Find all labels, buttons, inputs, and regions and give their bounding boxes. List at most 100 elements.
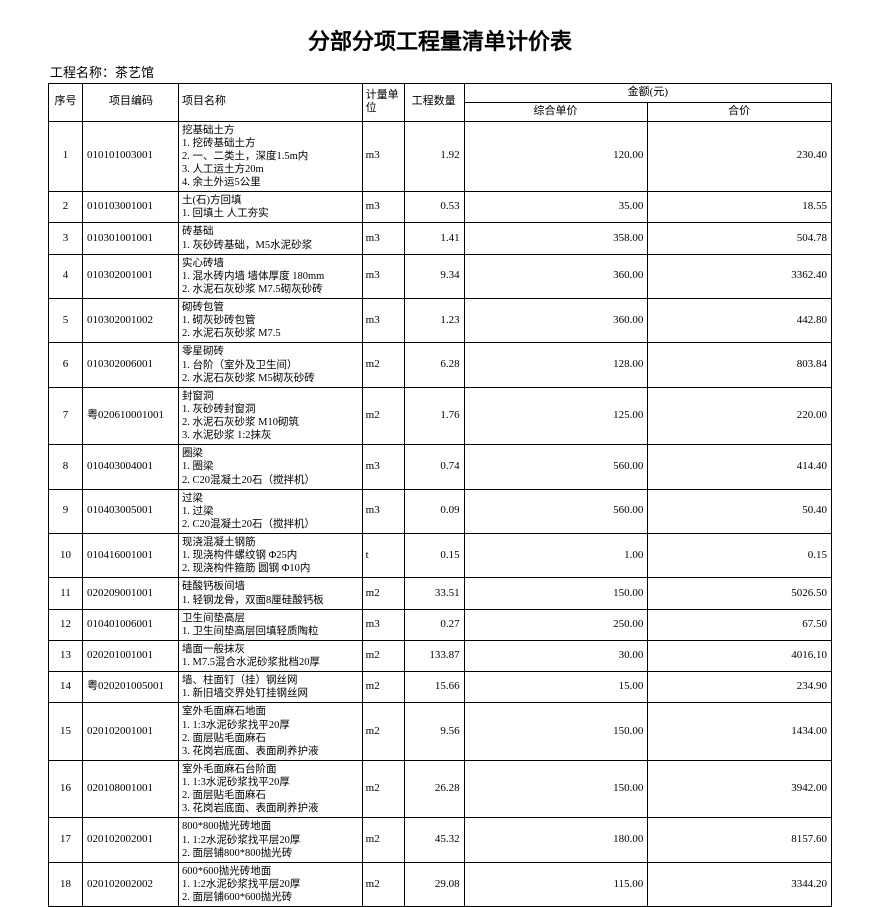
- cell-unit: m2: [362, 387, 404, 445]
- cell-seq: 13: [49, 640, 83, 671]
- table-header: 序号 项目编码 项目名称 计量单位 工程数量 金额(元) 综合单价 合价: [49, 84, 832, 122]
- cell-name: 墙、柱面钉（挂）钢丝网 1. 新旧墙交界处钉挂钢丝网: [179, 672, 363, 703]
- cell-amt: 1434.00: [648, 703, 832, 761]
- cell-name: 过梁 1. 过梁 2. C20混凝土20石（搅拌机）: [179, 489, 363, 533]
- cell-code: 010101003001: [83, 121, 179, 192]
- cell-seq: 1: [49, 121, 83, 192]
- cell-code: 020209001001: [83, 578, 179, 609]
- cell-name: 实心砖墙 1. 混水砖内墙 墙体厚度 180mm 2. 水泥石灰砂浆 M7.5砌…: [179, 254, 363, 298]
- cell-unit: m3: [362, 223, 404, 254]
- cell-price: 358.00: [464, 223, 648, 254]
- cell-qty: 0.74: [404, 445, 464, 489]
- cell-price: 15.00: [464, 672, 648, 703]
- page-title: 分部分项工程量清单计价表: [48, 24, 832, 56]
- cell-unit: m2: [362, 760, 404, 818]
- cell-price: 35.00: [464, 192, 648, 223]
- cell-amt: 220.00: [648, 387, 832, 445]
- cell-unit: m3: [362, 121, 404, 192]
- cell-price: 150.00: [464, 703, 648, 761]
- cell-seq: 16: [49, 760, 83, 818]
- cell-price: 150.00: [464, 760, 648, 818]
- cell-unit: m3: [362, 445, 404, 489]
- cell-qty: 26.28: [404, 760, 464, 818]
- cell-qty: 0.27: [404, 609, 464, 640]
- cell-price: 250.00: [464, 609, 648, 640]
- th-name: 项目名称: [179, 84, 363, 122]
- cell-unit: m2: [362, 343, 404, 387]
- cell-code: 010401006001: [83, 609, 179, 640]
- cell-qty: 29.08: [404, 862, 464, 906]
- cell-code: 010302001001: [83, 254, 179, 298]
- cell-amt: 5026.50: [648, 578, 832, 609]
- cell-amt: 50.40: [648, 489, 832, 533]
- cell-amt: 230.40: [648, 121, 832, 192]
- cell-seq: 9: [49, 489, 83, 533]
- cell-name: 墙面一般抹灰 1. M7.5混合水泥砂浆批档20厚: [179, 640, 363, 671]
- cell-qty: 9.56: [404, 703, 464, 761]
- cell-price: 560.00: [464, 489, 648, 533]
- cell-seq: 14: [49, 672, 83, 703]
- cell-qty: 1.23: [404, 299, 464, 343]
- table-row: 11020209001001硅酸钙板间墙 1. 轻钢龙骨，双面8厘硅酸钙板m23…: [49, 578, 832, 609]
- cell-unit: m3: [362, 299, 404, 343]
- table-body: 1010101003001挖基础土方 1. 挖砖基础土方 2. 一、二类土，深度…: [49, 121, 832, 907]
- cell-code: 020102002002: [83, 862, 179, 906]
- cell-unit: m2: [362, 672, 404, 703]
- cell-amt: 442.80: [648, 299, 832, 343]
- cell-amt: 504.78: [648, 223, 832, 254]
- table-row: 10010416001001现浇混凝土钢筋 1. 现浇构件螺纹钢 Φ25内 2.…: [49, 534, 832, 578]
- cell-seq: 8: [49, 445, 83, 489]
- cell-price: 128.00: [464, 343, 648, 387]
- cell-code: 020108001001: [83, 760, 179, 818]
- cell-seq: 17: [49, 818, 83, 862]
- table-row: 14粤020201005001墙、柱面钉（挂）钢丝网 1. 新旧墙交界处钉挂钢丝…: [49, 672, 832, 703]
- cell-unit: m2: [362, 818, 404, 862]
- cell-seq: 11: [49, 578, 83, 609]
- cell-qty: 9.34: [404, 254, 464, 298]
- cell-qty: 1.41: [404, 223, 464, 254]
- cell-seq: 12: [49, 609, 83, 640]
- cell-amt: 3362.40: [648, 254, 832, 298]
- cell-qty: 0.15: [404, 534, 464, 578]
- cell-seq: 6: [49, 343, 83, 387]
- cell-name: 800*800抛光砖地面 1. 1:2水泥砂浆找平层20厚 2. 面层铺800*…: [179, 818, 363, 862]
- cell-qty: 0.09: [404, 489, 464, 533]
- cell-code: 010416001001: [83, 534, 179, 578]
- table-row: 3010301001001砖基础 1. 灰砂砖基础，M5水泥砂浆m31.4135…: [49, 223, 832, 254]
- cell-amt: 234.90: [648, 672, 832, 703]
- cell-qty: 6.28: [404, 343, 464, 387]
- table-row: 18020102002002600*600抛光砖地面 1. 1:2水泥砂浆找平层…: [49, 862, 832, 906]
- project-name-line: 工程名称：茶艺馆: [50, 62, 832, 81]
- cell-code: 010403005001: [83, 489, 179, 533]
- cell-seq: 7: [49, 387, 83, 445]
- cell-name: 室外毛面麻石地面 1. 1:3水泥砂浆找平20厚 2. 面层贴毛面麻石 3. 花…: [179, 703, 363, 761]
- cell-amt: 414.40: [648, 445, 832, 489]
- cell-seq: 10: [49, 534, 83, 578]
- cell-unit: m2: [362, 862, 404, 906]
- cell-code: 粤020610001001: [83, 387, 179, 445]
- table-row: 4010302001001实心砖墙 1. 混水砖内墙 墙体厚度 180mm 2.…: [49, 254, 832, 298]
- cell-price: 560.00: [464, 445, 648, 489]
- cell-name: 卫生间垫高层 1. 卫生间垫高层回填轻质陶粒: [179, 609, 363, 640]
- th-unit: 计量单位: [362, 84, 404, 122]
- th-seq: 序号: [49, 84, 83, 122]
- cell-unit: m3: [362, 609, 404, 640]
- cell-unit: m3: [362, 254, 404, 298]
- cell-name: 室外毛面麻石台阶面 1. 1:3水泥砂浆找平20厚 2. 面层贴毛面麻石 3. …: [179, 760, 363, 818]
- cell-price: 150.00: [464, 578, 648, 609]
- cell-price: 1.00: [464, 534, 648, 578]
- cell-seq: 15: [49, 703, 83, 761]
- project-label: 工程名称：: [50, 65, 115, 80]
- cell-price: 120.00: [464, 121, 648, 192]
- project-name: 茶艺馆: [115, 65, 154, 80]
- cell-price: 360.00: [464, 299, 648, 343]
- cell-qty: 1.92: [404, 121, 464, 192]
- cell-qty: 15.66: [404, 672, 464, 703]
- cell-code: 010301001001: [83, 223, 179, 254]
- cell-price: 360.00: [464, 254, 648, 298]
- table-row: 1010101003001挖基础土方 1. 挖砖基础土方 2. 一、二类土，深度…: [49, 121, 832, 192]
- cell-code: 020102001001: [83, 703, 179, 761]
- th-code: 项目编码: [83, 84, 179, 122]
- cell-qty: 45.32: [404, 818, 464, 862]
- table-row: 16020108001001室外毛面麻石台阶面 1. 1:3水泥砂浆找平20厚 …: [49, 760, 832, 818]
